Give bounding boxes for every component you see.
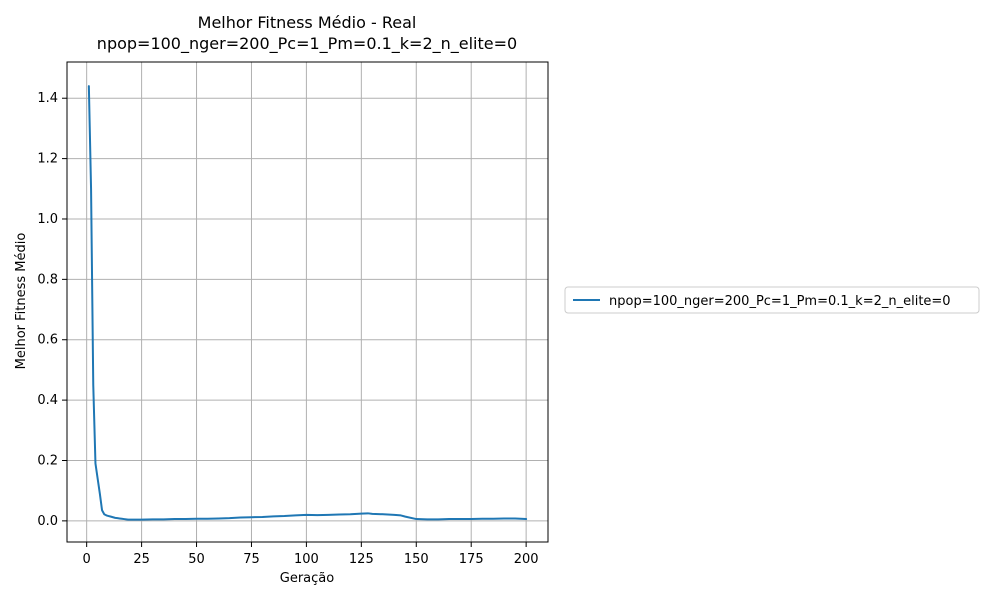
x-tick-label: 175	[459, 552, 484, 567]
plot-background	[67, 62, 548, 542]
y-axis-label: Melhor Fitness Médio	[14, 233, 29, 370]
grid-lines	[67, 62, 548, 542]
legend-entry-label: npop=100_nger=200_Pc=1_Pm=0.1_k=2_n_elit…	[609, 294, 951, 309]
y-tick-label: 0.2	[37, 453, 58, 468]
x-tick-label: 125	[349, 552, 374, 567]
x-tick-label: 100	[294, 552, 319, 567]
x-axis-label: Geração	[280, 571, 334, 586]
y-tick-label: 1.0	[37, 212, 58, 227]
legend-box	[564, 286, 980, 314]
series-group	[87, 85, 528, 521]
chart-title-line-1: Melhor Fitness Médio - Real	[198, 13, 417, 32]
fitness-series-line	[87, 85, 528, 521]
y-tick-label: 0.6	[37, 333, 58, 348]
chart-title-line-2: npop=100_nger=200_Pc=1_Pm=0.1_k=2_n_elit…	[97, 34, 517, 54]
y-tick-label: 0.4	[37, 393, 58, 408]
y-tick-label: 0.8	[37, 272, 58, 287]
plot-frame	[66, 61, 549, 543]
y-axis: 0.0 0.2 0.4 0.6 0.8 1.0 1.2 1.4	[37, 91, 67, 529]
x-tick-label: 25	[133, 552, 150, 567]
plot-area	[66, 61, 549, 543]
x-tick-label: 200	[514, 552, 539, 567]
x-tick-label: 75	[243, 552, 260, 567]
y-tick-label: 0.0	[37, 514, 58, 529]
y-tick-label: 1.4	[37, 91, 58, 106]
x-tick-label: 50	[188, 552, 205, 567]
y-tick-label: 1.2	[37, 152, 58, 167]
x-tick-label: 150	[404, 552, 429, 567]
x-tick-label: 0	[83, 552, 91, 567]
x-axis: 0 25 50 75 100 125 150 175 200	[83, 542, 539, 567]
legend: npop=100_nger=200_Pc=1_Pm=0.1_k=2_n_elit…	[564, 286, 980, 314]
